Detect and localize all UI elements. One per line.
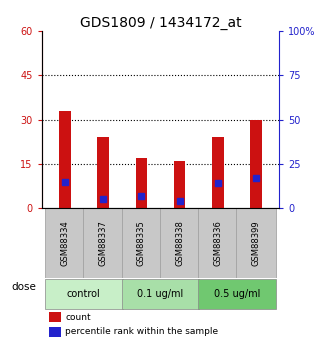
Bar	[59, 111, 71, 208]
Bar	[212, 137, 224, 208]
Text: 0.5 ug/ml: 0.5 ug/ml	[214, 289, 260, 299]
Text: GSM88338: GSM88338	[175, 220, 184, 266]
Bar	[45, 279, 123, 309]
Bar	[49, 327, 61, 337]
Bar	[83, 208, 123, 278]
Bar	[49, 313, 61, 323]
Text: percentile rank within the sample: percentile rank within the sample	[65, 327, 219, 336]
Text: GSM88335: GSM88335	[137, 220, 146, 266]
Bar	[122, 208, 161, 278]
Bar	[45, 208, 84, 278]
Bar	[198, 279, 276, 309]
Bar	[250, 120, 262, 208]
Text: dose: dose	[11, 283, 36, 293]
Bar	[97, 137, 109, 208]
Bar	[237, 208, 276, 278]
Text: GSM88336: GSM88336	[213, 220, 222, 266]
Bar	[135, 158, 147, 208]
Bar	[174, 161, 186, 208]
Text: 0.1 ug/ml: 0.1 ug/ml	[137, 289, 184, 299]
Text: GSM88334: GSM88334	[60, 220, 69, 266]
Bar	[122, 279, 199, 309]
Text: GSM88337: GSM88337	[99, 220, 108, 266]
Bar	[160, 208, 199, 278]
Bar	[198, 208, 238, 278]
Text: GSM88399: GSM88399	[252, 220, 261, 266]
Text: control: control	[67, 289, 101, 299]
Title: GDS1809 / 1434172_at: GDS1809 / 1434172_at	[80, 16, 241, 30]
Text: count: count	[65, 313, 91, 322]
